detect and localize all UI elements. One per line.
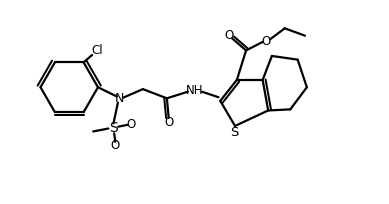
Text: O: O (126, 118, 136, 131)
Text: Cl: Cl (92, 44, 103, 57)
Text: O: O (111, 139, 120, 152)
Text: O: O (225, 29, 234, 42)
Text: S: S (230, 126, 238, 139)
Text: O: O (164, 116, 173, 129)
Text: N: N (115, 92, 124, 105)
Text: O: O (262, 35, 271, 48)
Text: NH: NH (186, 84, 203, 98)
Text: S: S (109, 121, 118, 135)
